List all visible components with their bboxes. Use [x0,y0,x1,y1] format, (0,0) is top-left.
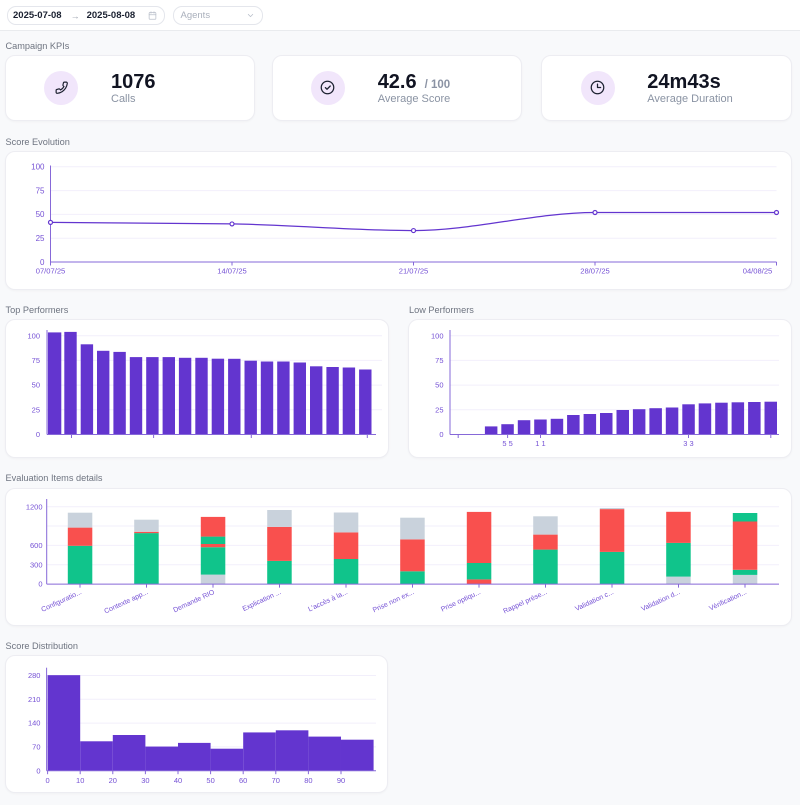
svg-text:0: 0 [40,258,45,267]
svg-text:140: 140 [28,719,41,728]
svg-text:Demande RIO: Demande RIO [172,589,216,614]
svg-text:100: 100 [431,331,444,340]
svg-text:70: 70 [272,776,280,785]
svg-text:0: 0 [38,580,42,589]
svg-text:300: 300 [30,560,43,569]
svg-text:75: 75 [36,186,45,195]
svg-text:Contexte app...: Contexte app... [103,589,149,615]
svg-text:75: 75 [435,356,443,365]
svg-text:30: 30 [141,776,149,785]
svg-text:25: 25 [36,234,45,243]
svg-text:3 3: 3 3 [683,439,693,448]
svg-text:25: 25 [32,405,40,414]
svg-text:14/07/25: 14/07/25 [217,267,247,276]
svg-text:40: 40 [174,776,182,785]
svg-text:L'accès à la...: L'accès à la... [307,589,349,613]
svg-text:20: 20 [109,776,117,785]
svg-text:0: 0 [439,430,443,439]
svg-text:60: 60 [239,776,247,785]
svg-text:280: 280 [28,671,41,680]
svg-text:0: 0 [46,776,50,785]
svg-text:50: 50 [32,381,40,390]
svg-text:90: 90 [337,776,345,785]
svg-text:100: 100 [31,163,45,172]
svg-text:Vérification...: Vérification... [708,589,748,612]
svg-text:600: 600 [30,541,43,550]
svg-text:07/07/25: 07/07/25 [36,267,66,276]
svg-text:210: 210 [28,695,41,704]
svg-text:50: 50 [435,381,443,390]
svg-text:0: 0 [36,766,40,775]
svg-text:Validation d...: Validation d... [640,589,681,613]
svg-text:Prise non ex...: Prise non ex... [372,589,416,614]
svg-text:Prise optiqu...: Prise optiqu... [440,589,482,613]
svg-text:50: 50 [36,210,45,219]
svg-text:25: 25 [435,405,443,414]
svg-text:10: 10 [76,776,84,785]
svg-text:70: 70 [32,742,40,751]
svg-text:80: 80 [304,776,312,785]
svg-text:75: 75 [32,356,40,365]
svg-text:21/07/25: 21/07/25 [399,267,429,276]
svg-text:0: 0 [36,430,40,439]
svg-text:Explication ...: Explication ... [242,589,283,613]
svg-text:50: 50 [206,776,214,785]
svg-text:100: 100 [27,331,40,340]
svg-text:1200: 1200 [26,502,43,511]
svg-text:Rappel prése...: Rappel prése... [502,589,548,615]
svg-text:04/08/25: 04/08/25 [743,267,773,276]
svg-text:5 5: 5 5 [502,439,512,448]
svg-text:Configuratio...: Configuratio... [40,589,83,614]
svg-text:28/07/25: 28/07/25 [580,267,610,276]
svg-text:1 1: 1 1 [535,439,545,448]
svg-text:Validation c...: Validation c... [574,589,615,613]
